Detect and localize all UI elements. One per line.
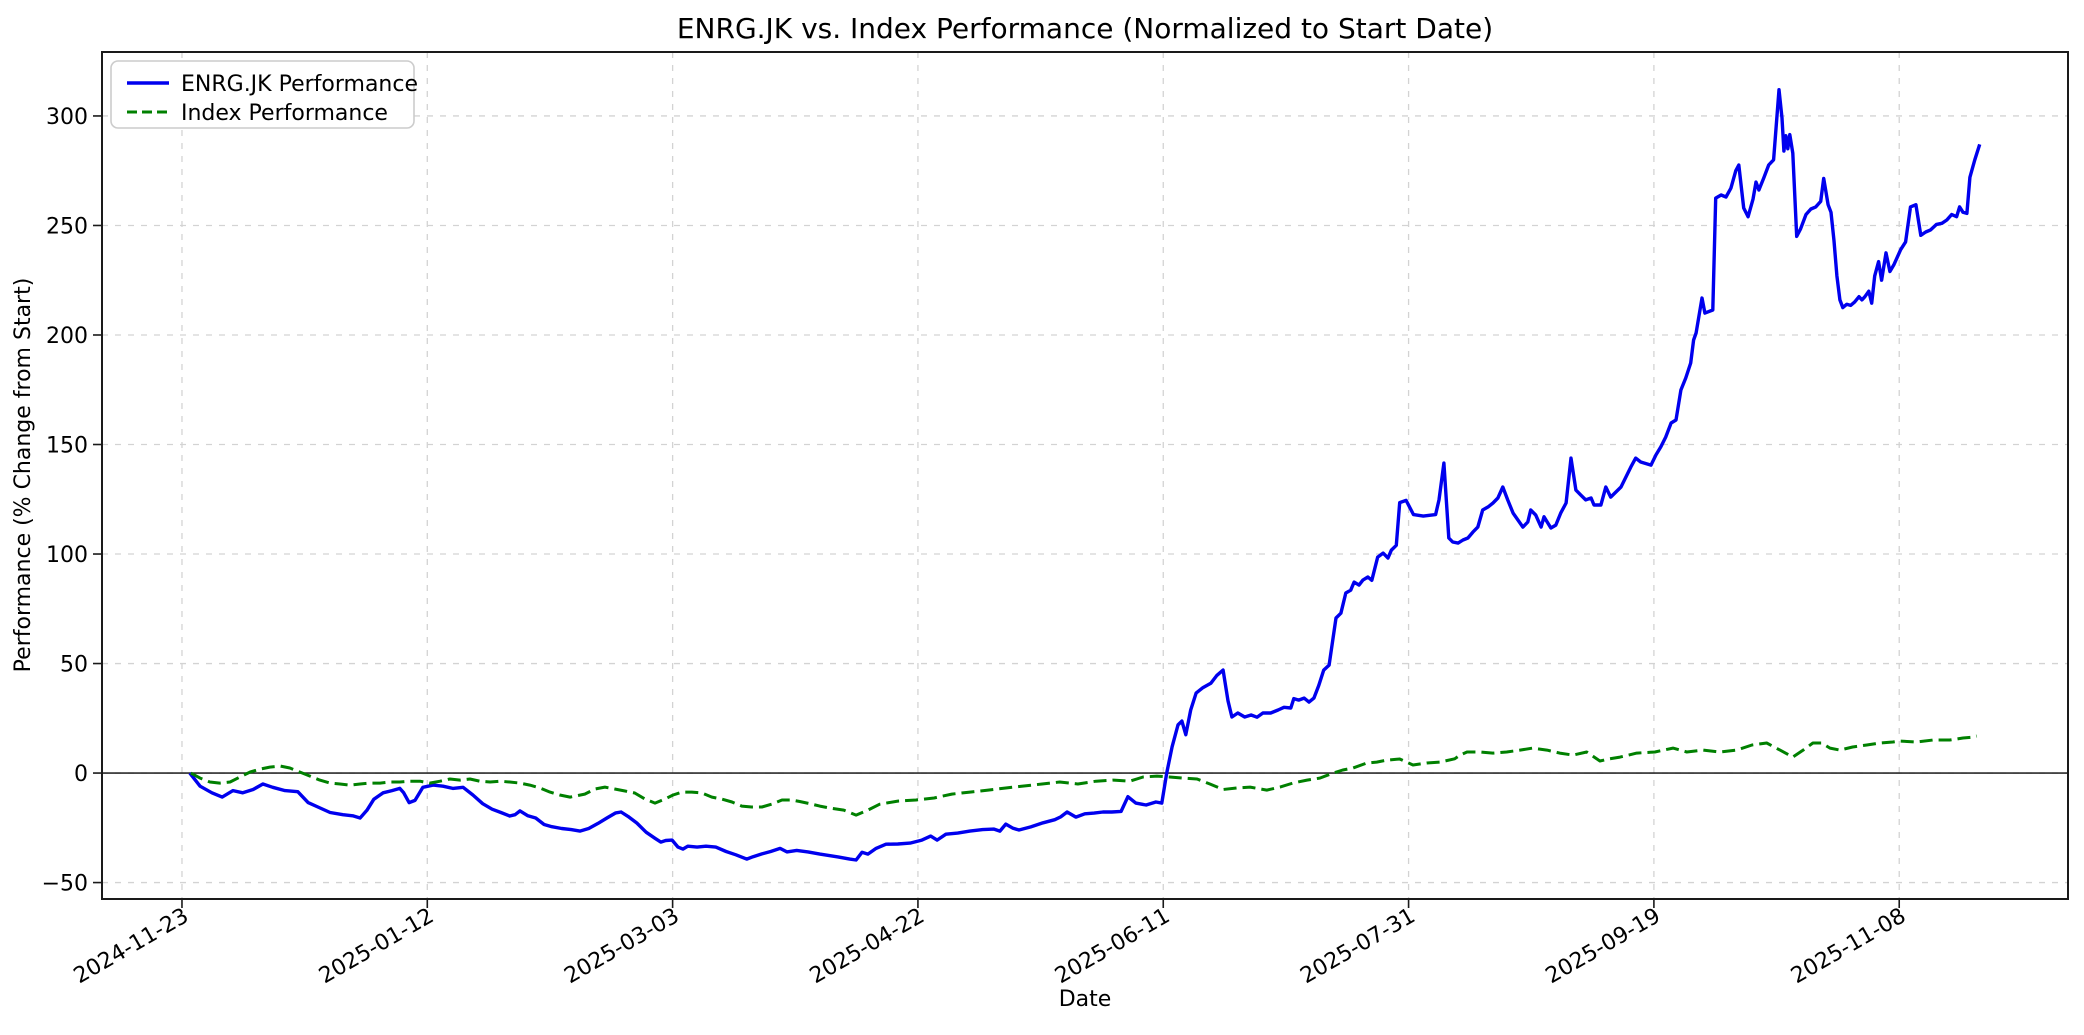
plot-border [101,51,2069,900]
series-layer [188,87,1982,862]
y-tick-label: 250 [46,214,88,239]
x-axis-label: Date [1059,987,1112,1012]
x-tick-label: 2025-06-11 [1051,904,1174,990]
legend-label-enrg: ENRG.JK Performance [181,72,418,97]
x-tick-label: 2025-01-12 [315,904,438,990]
y-tick-label: 50 [60,653,88,678]
tick-layer: 2024-11-23 2025-01-12 2025-03-03 2025-04-22… [42,105,1911,989]
y-tick-label: 200 [46,324,88,349]
x-tick-label: 2025-09-19 [1542,904,1665,990]
chart-title: ENRG.JK vs. Index Performance (Normalize… [677,12,1493,45]
x-tick-label: 2024-11-23 [70,904,193,990]
y-tick-label: 150 [46,434,88,459]
legend: ENRG.JK Performance Index Performance [110,60,418,129]
y-tick-label: 100 [46,543,88,568]
index-performance-line [190,734,1978,817]
enrg-performance-line [188,87,1982,862]
legend-box [110,60,415,129]
y-axis-label: Performance (% Change from Start) [11,278,36,673]
x-tick-label: 2025-04-22 [806,904,929,990]
x-tick-label: 2025-03-03 [560,904,683,990]
x-tick-label: 2025-07-31 [1296,904,1419,990]
grid-layer [102,52,2068,899]
x-tick-label: 2025-11-08 [1787,904,1910,990]
y-tick-label: −50 [42,872,88,897]
y-tick-label: 0 [74,762,88,787]
y-tick-label: 300 [46,105,88,130]
legend-label-index: Index Performance [181,101,388,126]
